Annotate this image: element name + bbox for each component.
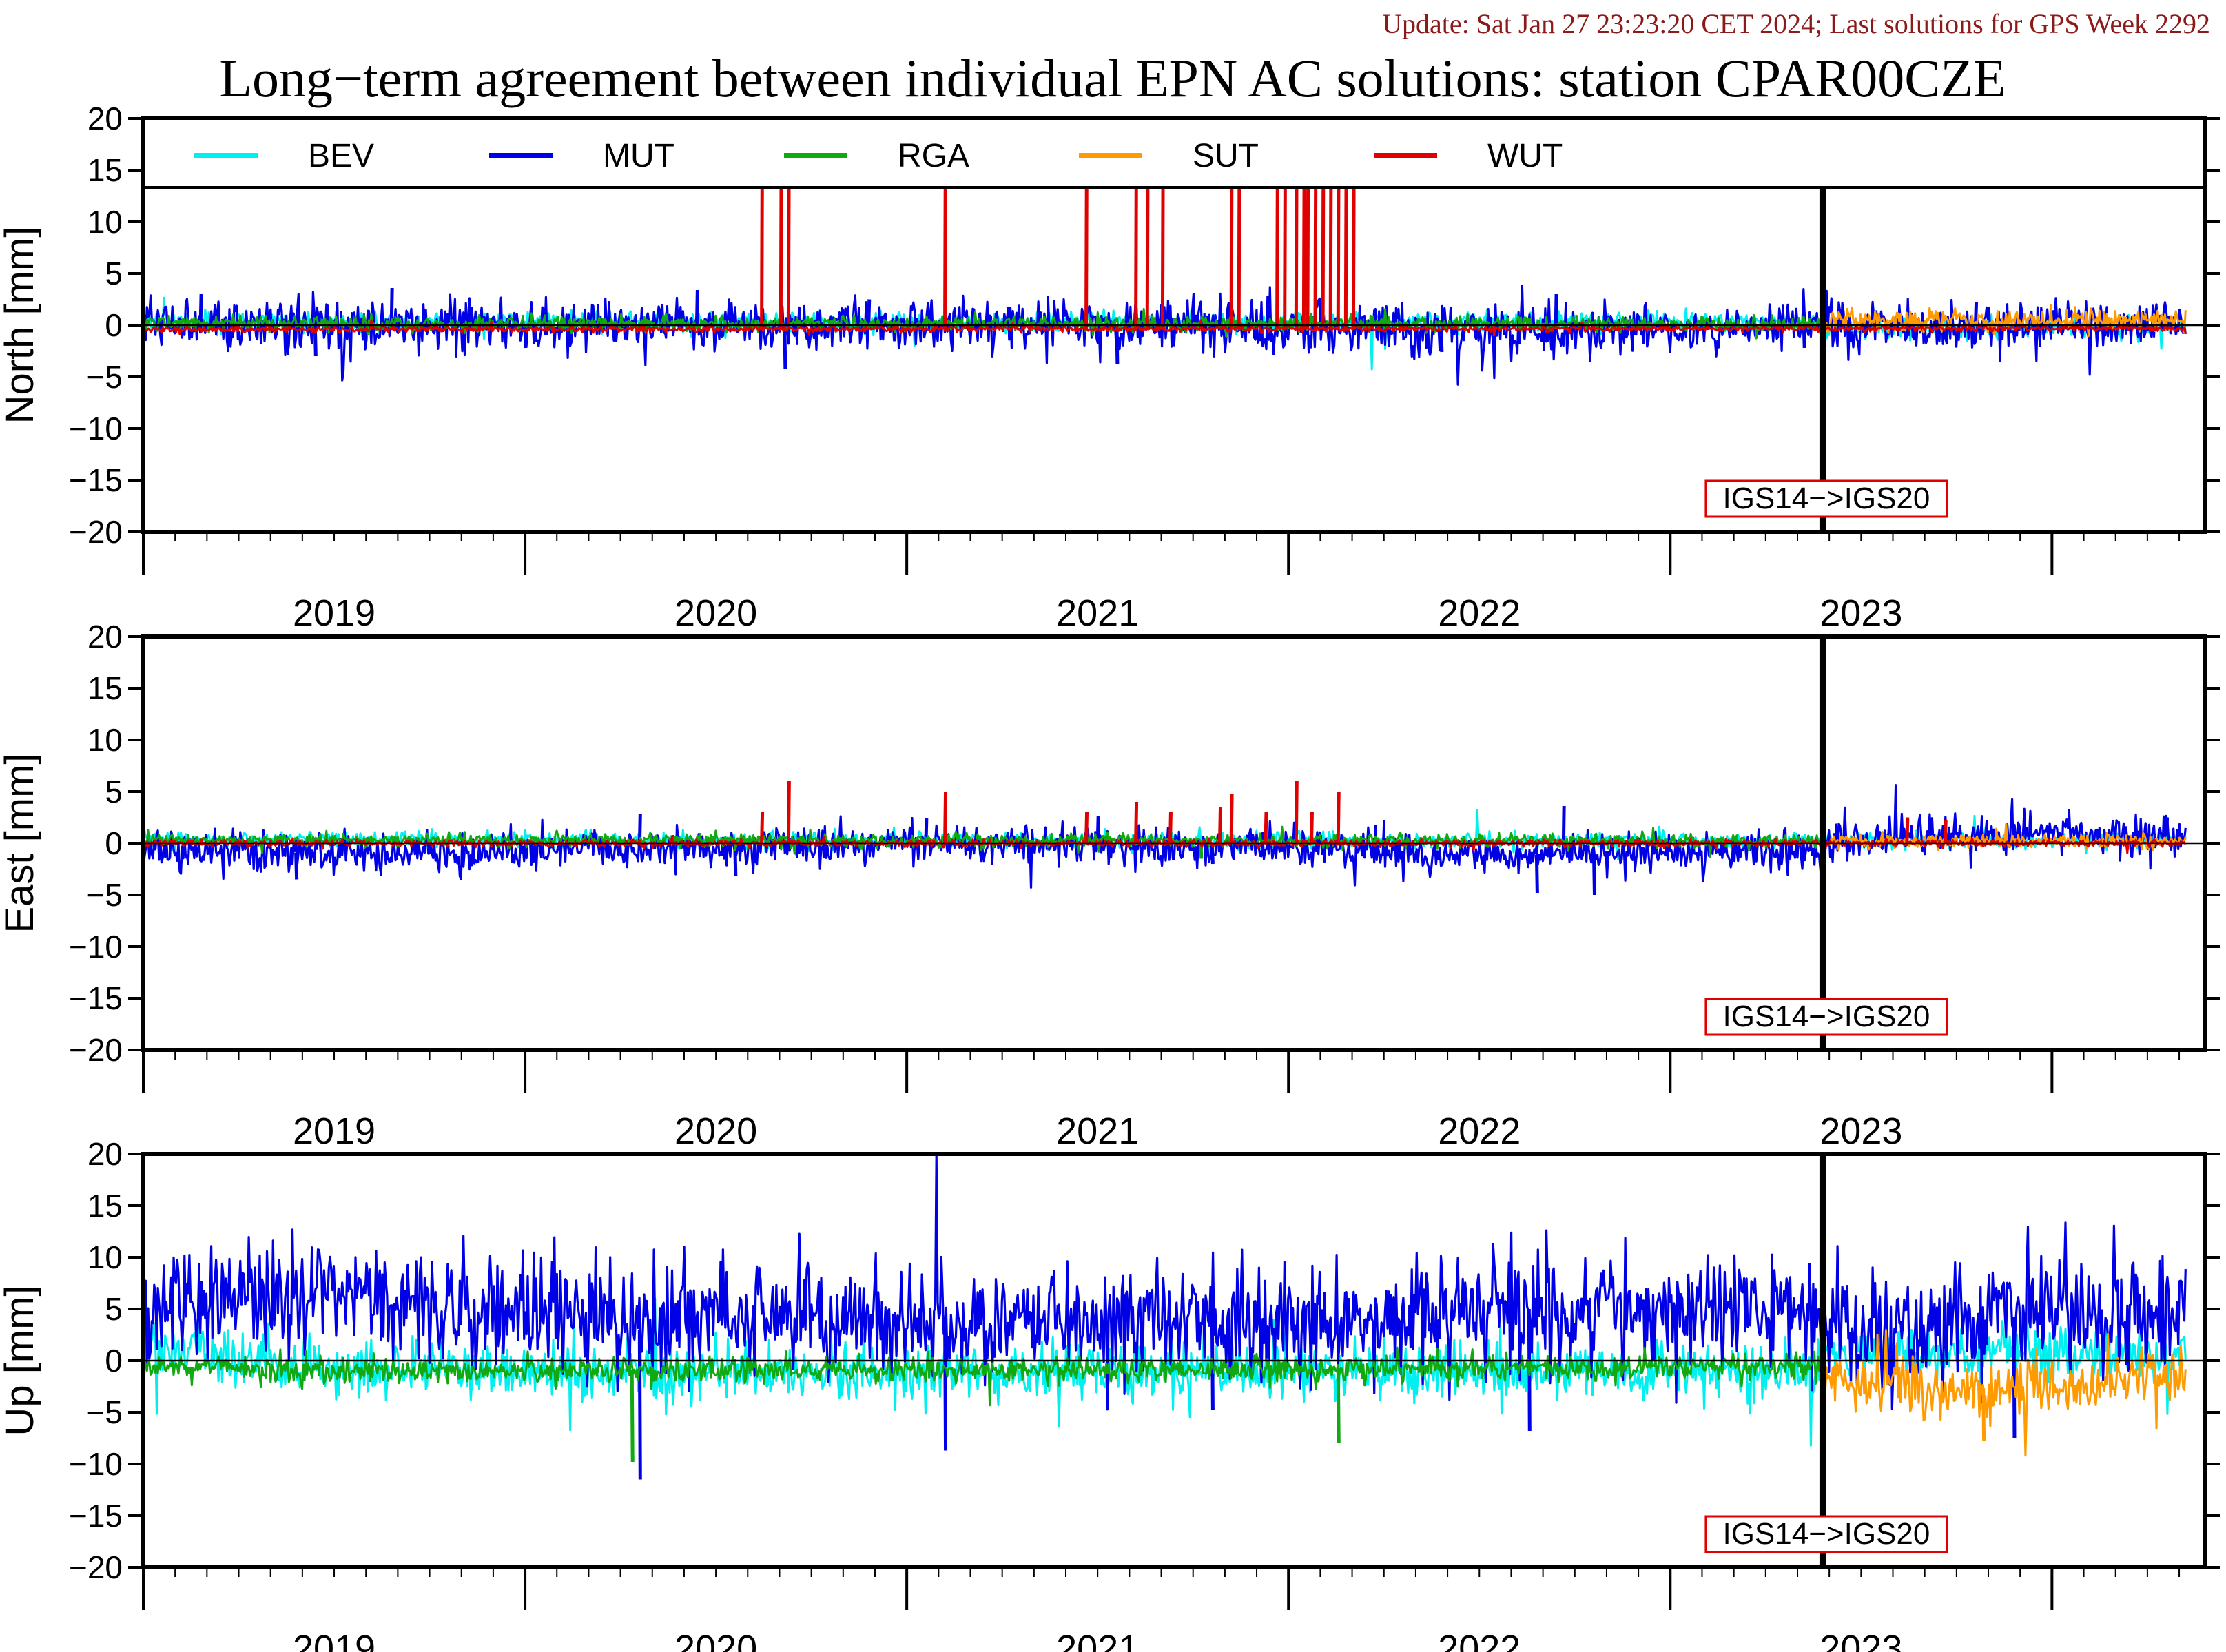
y-tick-label: −5: [87, 359, 123, 395]
x-tick-label: 2021: [1056, 1111, 1139, 1152]
y-tick-label: 20: [87, 101, 123, 136]
y-tick-label: 0: [105, 307, 123, 343]
x-tick-label: 2019: [293, 1628, 375, 1652]
y-axis-label: East [mm]: [0, 753, 42, 933]
x-tick-label: 2022: [1438, 592, 1521, 634]
annotation-box: [1704, 479, 1948, 518]
spike-wut: [1943, 820, 1948, 844]
spike-wut: [1336, 791, 1341, 844]
x-tick-label: 2021: [1056, 1628, 1139, 1652]
y-tick-label: −20: [69, 1549, 123, 1585]
panel-up: IGS14−>IGS20 20 15 10 5 0 −5 −10 −15 −20 Up [mm] 20…: [0, 1136, 2220, 1652]
y-tick-label: 5: [105, 256, 123, 291]
panels-group: IGS14−>IGS20 20 15 10 5 0 −5 −10 −15 −20 North [mm…: [0, 101, 2220, 1652]
spike-rga: [1336, 1368, 1341, 1444]
spike-mut: [637, 1329, 642, 1480]
series-line-sut: [1822, 1329, 2187, 1457]
y-tick-label: 10: [87, 1239, 123, 1275]
y-axis-label: North [mm]: [0, 227, 42, 424]
panel-east: IGS14−>IGS20 20 15 10 5 0 −5 −10 −15 −20 East [mm]…: [0, 619, 2220, 1152]
x-tick-label: 2021: [1056, 592, 1139, 634]
annotation-box: [1704, 998, 1948, 1036]
annotation-box: [1704, 1515, 1948, 1553]
series-group: [145, 1156, 2187, 1480]
series-line-mut: [145, 1156, 2187, 1411]
panel-north: IGS14−>IGS20 20 15 10 5 0 −5 −10 −15 −20 North [mm…: [0, 101, 2220, 634]
series-line-rga: [145, 1346, 1824, 1407]
spike-wut: [786, 781, 791, 844]
y-tick-label: −15: [69, 462, 123, 498]
y-tick-label: −10: [69, 411, 123, 446]
spike-wut: [1905, 817, 1910, 844]
x-tick-label: 2023: [1820, 1111, 1902, 1152]
annotation-label: IGS14−>IGS20: [1722, 1000, 1930, 1033]
spike-mut: [198, 293, 203, 324]
y-tick-label: 10: [87, 722, 123, 758]
y-tick-label: 5: [105, 1291, 123, 1327]
y-tick-label: 0: [105, 825, 123, 861]
annotation-label: IGS14−>IGS20: [1722, 482, 1930, 515]
legend-label-wut: WUT: [1487, 138, 1563, 174]
spike-wut: [1217, 807, 1222, 844]
legend-label-bev: BEV: [308, 138, 374, 174]
y-tick-label: −10: [69, 929, 123, 964]
spike-wut: [1294, 781, 1299, 844]
y-tick-label: 10: [87, 204, 123, 240]
spike-mut: [1974, 302, 1979, 324]
spike-wut: [1309, 812, 1314, 844]
y-tick-label: 20: [87, 1136, 123, 1172]
spike-mut: [1210, 845, 1215, 865]
spike-wut: [1084, 812, 1089, 844]
reframe-annotation: IGS14−>IGS20: [1704, 998, 1948, 1036]
spike-wut: [1229, 793, 1234, 844]
x-tick-label: 2023: [1820, 592, 1902, 634]
y-tick-label: 15: [87, 670, 123, 706]
x-tick-label: 2020: [674, 1628, 757, 1652]
reframe-annotation: IGS14−>IGS20: [1704, 479, 1948, 518]
y-tick-label: 15: [87, 1188, 123, 1223]
y-axis-label: Up [mm]: [0, 1285, 42, 1436]
annotation-label: IGS14−>IGS20: [1722, 1517, 1930, 1551]
legend-label-mut: MUT: [603, 138, 674, 174]
x-tick-label: 2020: [674, 1111, 757, 1152]
y-tick-label: −5: [87, 877, 123, 913]
legend: BEV MUT RGA SUT WUT: [142, 117, 2206, 189]
y-tick-label: 0: [105, 1343, 123, 1379]
spike-mut: [733, 846, 738, 877]
spike-mut: [1439, 329, 1444, 353]
x-tick-label: 2022: [1438, 1628, 1521, 1652]
y-tick-label: −20: [69, 1032, 123, 1068]
spike-wut: [1168, 812, 1173, 844]
spike-mut: [1534, 854, 1539, 894]
spike-wut: [1134, 801, 1139, 844]
spike-wut: [943, 791, 948, 844]
legend-label-sut: SUT: [1193, 138, 1259, 174]
x-tick-label: 2019: [293, 1111, 375, 1152]
series-line-mut: [145, 284, 2187, 386]
y-tick-label: −15: [69, 980, 123, 1016]
series-group: [145, 781, 2187, 896]
reframe-annotation: IGS14−>IGS20: [1704, 1515, 1948, 1553]
y-tick-label: 5: [105, 774, 123, 809]
legend-box: [142, 117, 2206, 189]
y-tick-label: 20: [87, 619, 123, 654]
x-tick-label: 2023: [1820, 1628, 1902, 1652]
spike-mut: [294, 852, 299, 880]
y-tick-label: −10: [69, 1446, 123, 1482]
x-tick-label: 2019: [293, 592, 375, 634]
x-tick-label: 2020: [674, 592, 757, 634]
update-text: Update: Sat Jan 27 23:23:20 CET 2024; La…: [1382, 8, 2210, 39]
spike-mut: [943, 1319, 948, 1451]
y-tick-label: −20: [69, 514, 123, 550]
x-tick-label: 2022: [1438, 1111, 1521, 1152]
spike-wut: [760, 812, 765, 844]
y-tick-label: 15: [87, 152, 123, 188]
chart-title: Long−term agreement between individual E…: [219, 48, 2006, 108]
series-line-wut: [145, 319, 2187, 336]
y-tick-label: −5: [87, 1394, 123, 1430]
y-tick-label: −15: [69, 1498, 123, 1534]
spike-sut: [1981, 1388, 1986, 1442]
legend-label-rga: RGA: [898, 138, 969, 174]
